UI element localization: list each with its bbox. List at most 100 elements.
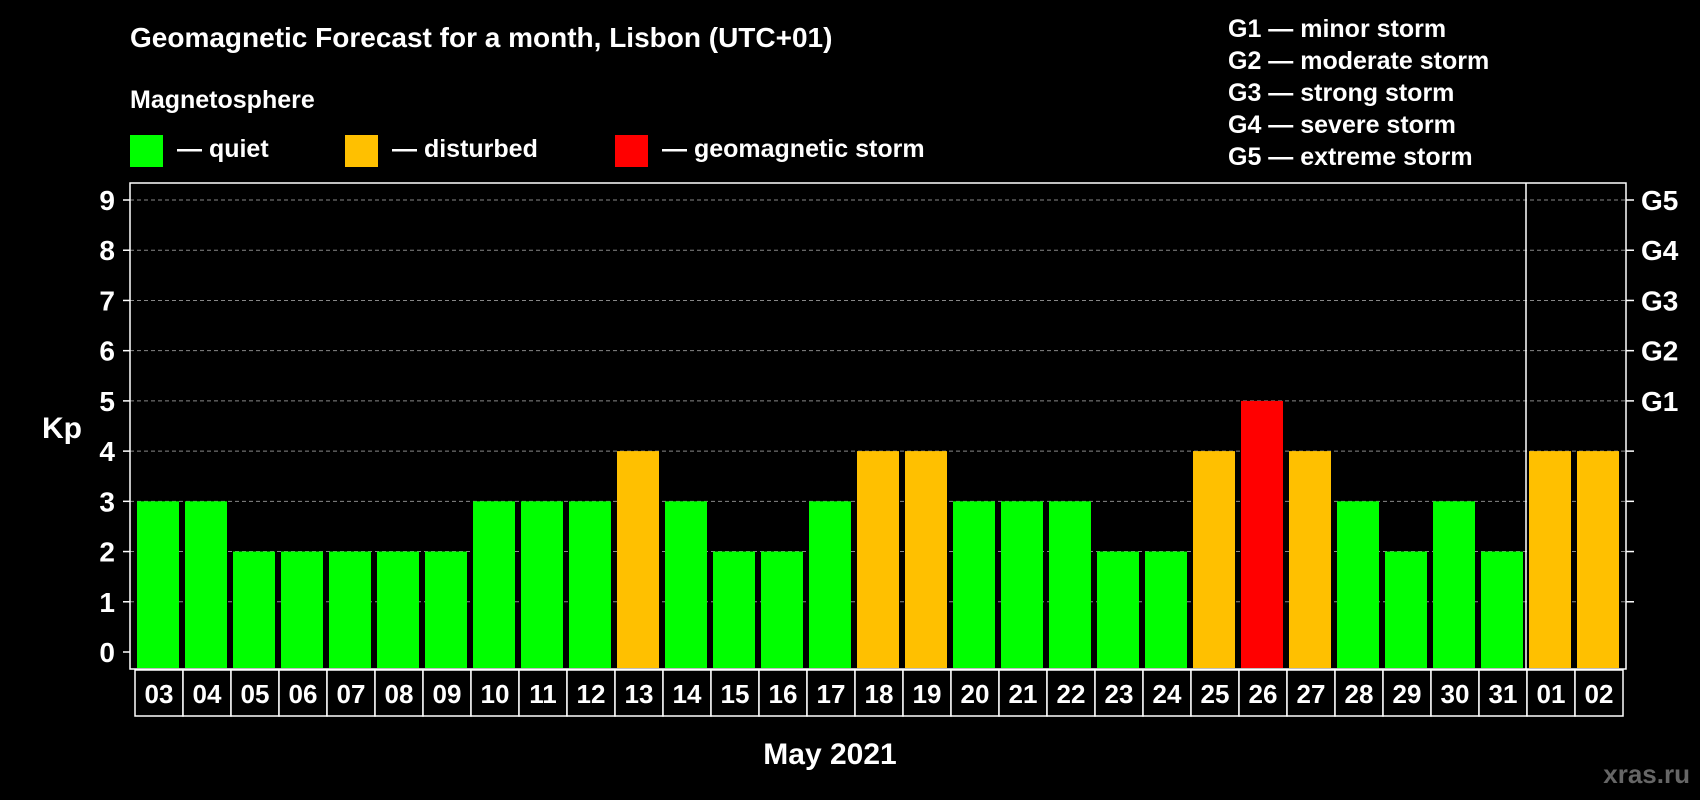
x-day-cell bbox=[806, 669, 856, 717]
x-tick-label: 29 bbox=[1393, 679, 1422, 709]
y-tick-label: 5 bbox=[99, 386, 115, 417]
bar-15 bbox=[713, 551, 755, 668]
x-day-cell bbox=[1094, 669, 1144, 717]
x-day-cell bbox=[566, 669, 616, 717]
x-tick-label: 27 bbox=[1297, 679, 1326, 709]
x-tick-label: 10 bbox=[481, 679, 510, 709]
x-tick-label: 07 bbox=[337, 679, 366, 709]
bar-10 bbox=[473, 501, 515, 668]
x-day-cell bbox=[1046, 669, 1096, 717]
x-tick-label: 22 bbox=[1057, 679, 1086, 709]
bar-18 bbox=[857, 451, 899, 668]
plot-frame bbox=[129, 182, 1627, 670]
bar-20 bbox=[953, 501, 995, 668]
x-tick-label: 18 bbox=[865, 679, 894, 709]
x-day-cell bbox=[998, 669, 1048, 717]
x-tick-label: 16 bbox=[769, 679, 798, 709]
bar-14 bbox=[665, 501, 707, 668]
y-tick-label: 3 bbox=[99, 486, 115, 517]
bar-22 bbox=[1049, 501, 1091, 668]
bar-16 bbox=[761, 551, 803, 668]
bar-28 bbox=[1337, 501, 1379, 668]
y-axis-label: Kp bbox=[42, 412, 82, 445]
x-tick-label: 03 bbox=[145, 679, 174, 709]
right-tick-label-g5: G5 bbox=[1641, 185, 1678, 216]
x-day-cell bbox=[134, 669, 184, 717]
x-day-cell bbox=[1142, 669, 1192, 717]
x-day-cell bbox=[1286, 669, 1336, 717]
bar-02 bbox=[1577, 451, 1619, 668]
x-axis-label: May 2021 bbox=[763, 738, 896, 771]
bar-31 bbox=[1481, 551, 1523, 668]
bar-21 bbox=[1001, 501, 1043, 668]
x-day-cell bbox=[854, 669, 904, 717]
legend-label-quiet: — quiet bbox=[177, 135, 269, 163]
watermark: xras.ru bbox=[1603, 759, 1690, 789]
bar-13 bbox=[617, 451, 659, 668]
bar-11 bbox=[521, 501, 563, 668]
bar-17 bbox=[809, 501, 851, 668]
y-axis-ticks: 0 1 2 3 4 5 6 7 8 9 bbox=[99, 185, 130, 668]
bar-27 bbox=[1289, 451, 1331, 668]
y-tick-label: 2 bbox=[99, 537, 115, 568]
bar-12 bbox=[569, 501, 611, 668]
legend-label-disturbed: — disturbed bbox=[392, 135, 538, 163]
legend-swatch-disturbed bbox=[345, 135, 378, 167]
x-tick-label: 04 bbox=[193, 679, 222, 709]
bar-19 bbox=[905, 451, 947, 668]
x-day-cell bbox=[662, 669, 712, 717]
x-day-cell bbox=[710, 669, 760, 717]
x-tick-label: 17 bbox=[817, 679, 846, 709]
legend-label-storm: — geomagnetic storm bbox=[662, 135, 925, 163]
x-day-cell bbox=[326, 669, 376, 717]
storm-scale-item: G2 — moderate storm bbox=[1228, 47, 1489, 75]
x-day-cell bbox=[1430, 669, 1480, 717]
bar-29 bbox=[1385, 551, 1427, 668]
legend-swatch-storm bbox=[615, 135, 648, 167]
x-tick-label: 25 bbox=[1201, 679, 1230, 709]
x-tick-label: 19 bbox=[913, 679, 942, 709]
bar-24 bbox=[1145, 551, 1187, 668]
x-day-cell bbox=[182, 669, 232, 717]
x-tick-label: 05 bbox=[241, 679, 270, 709]
x-day-cell bbox=[1574, 669, 1624, 717]
bar-09 bbox=[425, 551, 467, 668]
bar-03 bbox=[137, 501, 179, 668]
y-tick-label: 4 bbox=[99, 436, 115, 467]
legend-swatch-quiet bbox=[130, 135, 163, 167]
storm-scale-legend: G1 — minor storm G2 — moderate storm G3 — … bbox=[1228, 15, 1489, 171]
storm-scale-item: G3 — strong storm bbox=[1228, 79, 1454, 107]
x-tick-label: 23 bbox=[1105, 679, 1134, 709]
x-day-cell bbox=[902, 669, 952, 717]
x-tick-label: 20 bbox=[961, 679, 990, 709]
legend-title: Magnetosphere bbox=[130, 86, 315, 114]
bar-06 bbox=[281, 551, 323, 668]
x-axis-day-labels: 03 04 05 06 07 08 09 10 11 12 13 14 15 16 17 18 19 20 21 22… bbox=[134, 669, 1624, 717]
x-day-cell bbox=[1334, 669, 1384, 717]
right-tick-label-g3: G3 bbox=[1641, 285, 1678, 316]
bar-23 bbox=[1097, 551, 1139, 668]
bar-07 bbox=[329, 551, 371, 668]
x-day-cell bbox=[1238, 669, 1288, 717]
y-tick-label: 0 bbox=[99, 637, 115, 668]
x-tick-label: 02 bbox=[1585, 679, 1614, 709]
right-tick-label-g2: G2 bbox=[1641, 336, 1678, 367]
x-tick-label: 11 bbox=[529, 679, 557, 709]
y-tick-label: 6 bbox=[99, 336, 115, 367]
x-tick-label: 01 bbox=[1537, 679, 1566, 709]
x-tick-label: 30 bbox=[1441, 679, 1470, 709]
bar-08 bbox=[377, 551, 419, 668]
storm-scale-item: G4 — severe storm bbox=[1228, 111, 1456, 139]
x-tick-label: 06 bbox=[289, 679, 318, 709]
y-tick-label: 1 bbox=[99, 587, 115, 618]
x-tick-label: 14 bbox=[673, 679, 702, 709]
right-tick-label-g4: G4 bbox=[1641, 235, 1679, 266]
x-tick-label: 13 bbox=[625, 679, 654, 709]
storm-scale-item: G5 — extreme storm bbox=[1228, 143, 1473, 171]
x-tick-label: 24 bbox=[1153, 679, 1182, 709]
storm-scale-item: G1 — minor storm bbox=[1228, 15, 1446, 43]
bar-05 bbox=[233, 551, 275, 668]
y-tick-label: 9 bbox=[99, 185, 115, 216]
x-tick-label: 26 bbox=[1249, 679, 1278, 709]
x-tick-label: 28 bbox=[1345, 679, 1374, 709]
